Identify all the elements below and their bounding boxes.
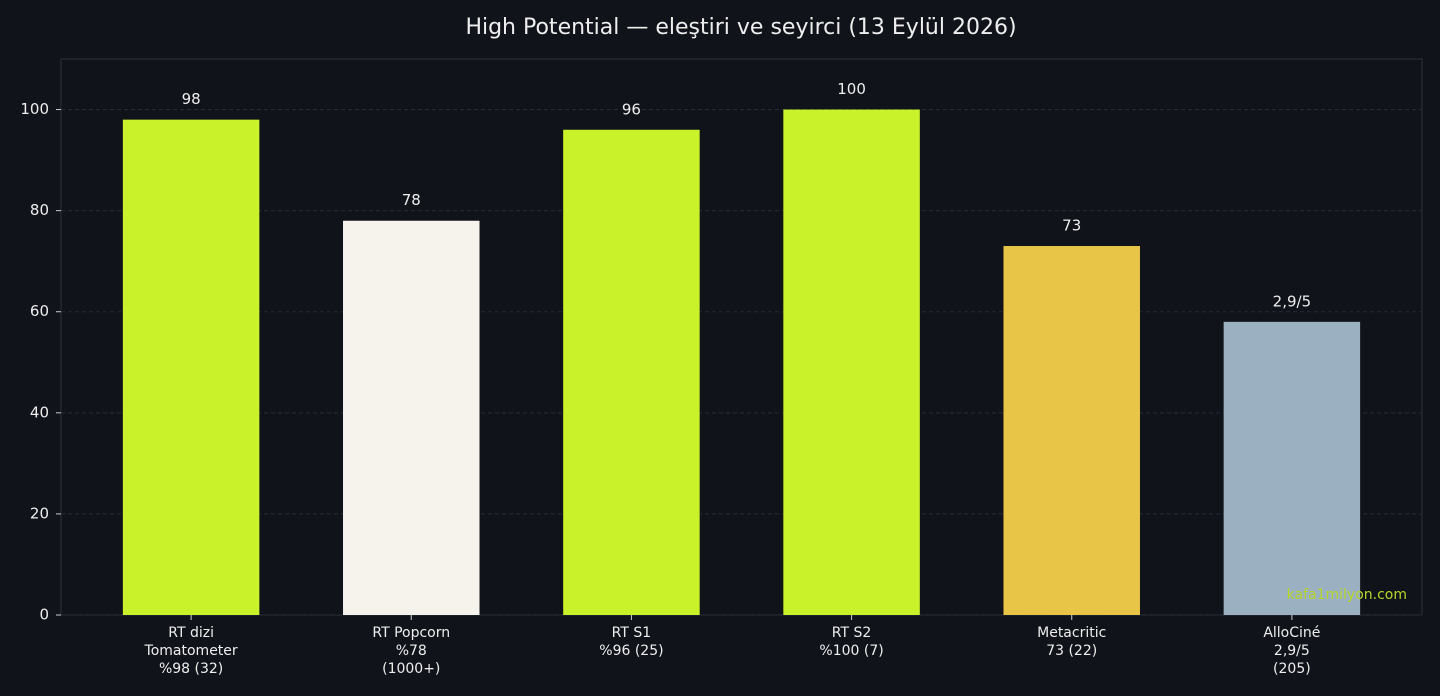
value-label: 100 bbox=[837, 80, 866, 98]
bar bbox=[343, 220, 480, 615]
x-tick-label: RT Popcorn %78 (1000+) bbox=[372, 625, 451, 677]
plot-frame bbox=[60, 58, 1423, 616]
bar bbox=[783, 109, 920, 615]
watermark: kafa1milyon.com bbox=[1287, 587, 1407, 603]
chart-title: High Potential — eleştiri ve seyirci (13… bbox=[465, 15, 1016, 40]
x-tick-label: RT S1 %96 (25) bbox=[599, 625, 664, 659]
value-label: 98 bbox=[182, 90, 201, 108]
x-tick-label: Metacritic 73 (22) bbox=[1037, 625, 1107, 659]
x-tick-label: RT S2 %100 (7) bbox=[819, 625, 884, 659]
x-tick-label: RT dizi Tomatometer %98 (32) bbox=[144, 625, 238, 677]
y-tick-label: 0 bbox=[39, 606, 49, 624]
bar bbox=[1223, 321, 1361, 615]
value-label: 73 bbox=[1062, 217, 1081, 235]
y-tick-label: 40 bbox=[30, 403, 49, 421]
value-label: 2,9/5 bbox=[1273, 292, 1311, 310]
y-tick-label: 80 bbox=[30, 201, 49, 219]
bar bbox=[1003, 246, 1140, 615]
x-tick-label: AlloCiné 2,9/5 (205) bbox=[1263, 625, 1321, 677]
value-label: 78 bbox=[402, 191, 421, 209]
value-label: 96 bbox=[622, 100, 641, 118]
y-tick-label: 60 bbox=[30, 302, 49, 320]
y-tick-label: 100 bbox=[20, 100, 49, 118]
bar bbox=[563, 129, 700, 615]
bar bbox=[122, 119, 260, 616]
y-tick-label: 20 bbox=[30, 504, 49, 522]
